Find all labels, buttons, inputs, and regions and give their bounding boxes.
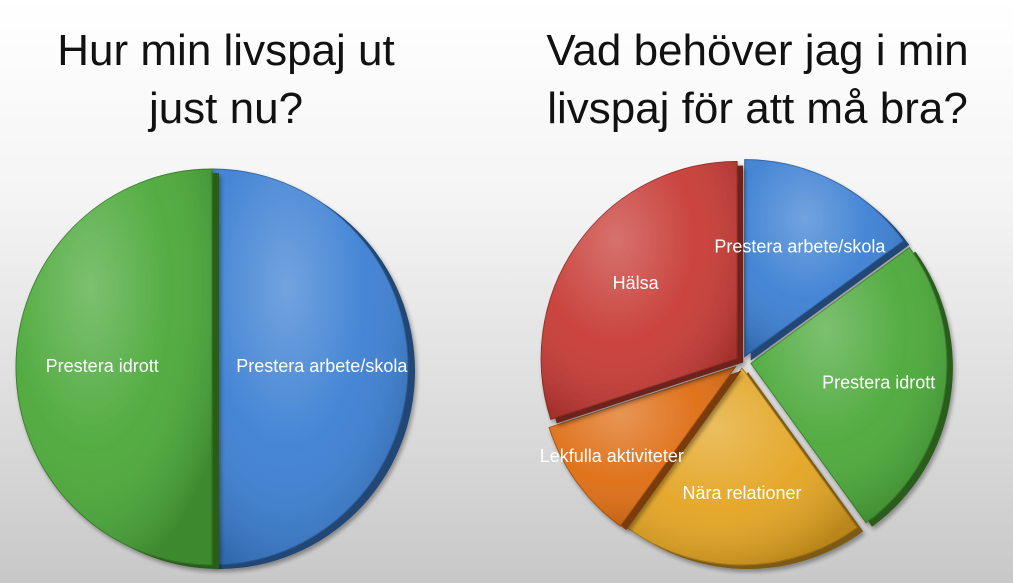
right-slice-nara-relationer	[626, 367, 864, 570]
chart-title-right-line2: livspaj för att må bra?	[547, 84, 968, 133]
right-label-lekfulla-aktiviteter: Lekfulla aktiviteter	[540, 446, 684, 466]
left-label-prestera-arbete-skola: Prestera arbete/skola	[236, 356, 408, 376]
left-label-prestera-idrott: Prestera idrott	[46, 356, 159, 376]
left-slice-prestera-idrott	[15, 168, 219, 569]
right-slice-prestera-idrott-gloss	[750, 247, 947, 523]
chart-title-left: Hur min livspaj ut just nu?	[0, 22, 452, 138]
right-label-prestera-idrott: Prestera idrott	[822, 372, 935, 392]
left-slice-prestera-arbete-skola-gloss	[212, 169, 408, 565]
right-slice-lekfulla-aktiviteter	[548, 365, 742, 531]
pie-chart-now: Prestera arbete/skola Prestera idrott	[15, 168, 415, 569]
right-label-prestera-arbete-skola: Prestera arbete/skola	[714, 237, 886, 257]
chart-title-left-line1: Hur min livspaj ut	[57, 26, 395, 75]
right-slice-lekfulla-aktiviteter-gloss	[549, 366, 736, 527]
right-label-nara-relationer: Nära relationer	[682, 483, 801, 503]
left-slice-prestera-idrott-gloss	[16, 169, 212, 565]
right-slice-prestera-idrott	[750, 246, 953, 527]
right-slice-halsa-gloss	[541, 161, 738, 420]
right-slice-prestera-arbete-skola	[744, 159, 910, 361]
left-slice-prestera-arbete-skola	[211, 168, 415, 569]
chart-title-right: Vad behöver jag i min livspaj för att må…	[502, 22, 1013, 138]
chart-title-right-line1: Vad behöver jag i min	[546, 26, 969, 75]
pie-chart-needed: Prestera arbete/skola Prestera idrott Nära…	[540, 159, 953, 570]
chart-title-left-line2: just nu?	[148, 84, 304, 133]
right-slice-prestera-arbete-skola-gloss	[744, 159, 904, 357]
right-slice-halsa	[540, 160, 744, 424]
right-label-halsa: Hälsa	[613, 273, 660, 293]
right-slice-nara-relationer-gloss	[626, 368, 858, 566]
